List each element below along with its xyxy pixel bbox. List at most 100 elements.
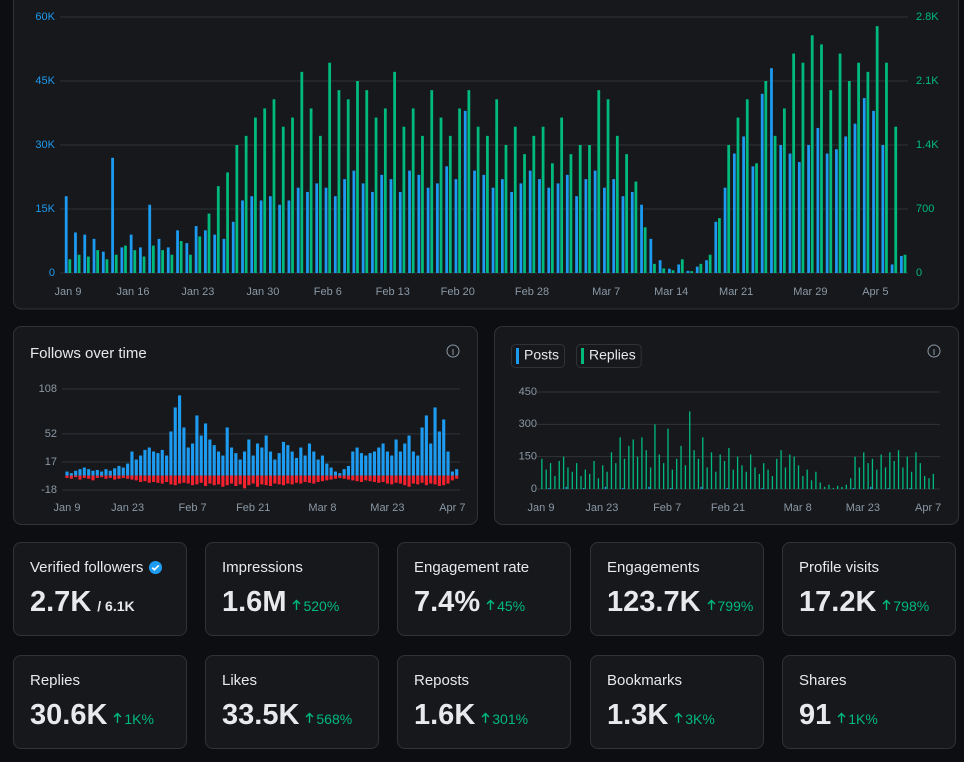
legend-item[interactable]: Replies xyxy=(576,344,642,368)
card-label-text: Profile visits xyxy=(799,559,880,576)
bar xyxy=(377,447,381,476)
bar xyxy=(291,117,294,273)
bar xyxy=(615,135,619,273)
bar xyxy=(374,117,378,273)
card-value-text: 7.4% xyxy=(414,586,481,618)
bar xyxy=(365,90,369,274)
bar xyxy=(416,475,420,485)
legend-item[interactable]: Posts xyxy=(511,344,566,368)
bar xyxy=(667,428,669,489)
bar xyxy=(333,471,338,476)
bar xyxy=(439,117,443,273)
bar xyxy=(482,174,486,273)
bar xyxy=(77,254,81,273)
bar xyxy=(411,451,415,476)
bar xyxy=(643,227,647,273)
bar xyxy=(307,475,312,483)
bar xyxy=(658,260,662,273)
bar xyxy=(640,204,643,273)
x-tick-label: Mar 23 xyxy=(370,502,404,514)
bar xyxy=(606,99,610,274)
bar xyxy=(69,473,73,476)
bar xyxy=(113,475,117,480)
bar xyxy=(705,260,708,273)
bar xyxy=(420,475,424,483)
bar xyxy=(381,475,385,482)
legend-swatch xyxy=(516,348,519,364)
info-icon[interactable] xyxy=(446,344,460,358)
up-arrow xyxy=(882,599,891,610)
bar xyxy=(368,453,372,476)
bar xyxy=(235,145,239,273)
bar xyxy=(160,449,164,476)
y-tick-label: 0 xyxy=(49,267,55,279)
bar xyxy=(281,126,285,273)
bar xyxy=(801,62,805,273)
card-value: 91 1K% xyxy=(799,699,955,732)
card-label: Impressions xyxy=(222,559,378,576)
bar xyxy=(455,469,459,476)
bar xyxy=(212,445,216,476)
bar xyxy=(156,453,160,476)
bar xyxy=(548,487,550,489)
bar xyxy=(307,443,312,476)
bar xyxy=(606,471,608,489)
bar xyxy=(662,463,665,489)
bar xyxy=(612,179,616,273)
card-label: Shares xyxy=(799,672,955,689)
up-arrow xyxy=(486,599,495,610)
up-arrow xyxy=(674,712,683,723)
bar xyxy=(234,453,238,476)
bar xyxy=(117,475,121,479)
bar xyxy=(318,135,322,273)
bar xyxy=(124,245,127,273)
bar xyxy=(437,475,441,486)
bar xyxy=(628,445,630,489)
bar xyxy=(847,81,851,273)
card-value: 7.4% 45% xyxy=(414,586,570,619)
y-tick-label: 15K xyxy=(35,203,55,215)
bar xyxy=(91,470,95,476)
bar xyxy=(852,487,855,489)
bar xyxy=(565,174,569,273)
bar xyxy=(268,475,273,486)
card-value-text: 123.7K xyxy=(607,586,701,618)
bar xyxy=(430,90,434,274)
card-value: 123.7K 799% xyxy=(607,586,763,619)
bar xyxy=(442,419,446,476)
bar xyxy=(669,487,672,489)
bar xyxy=(567,467,569,489)
bar xyxy=(394,475,398,483)
bar xyxy=(928,478,930,489)
card-change: 3K% xyxy=(674,711,715,727)
bar xyxy=(316,475,320,482)
bar xyxy=(702,437,704,489)
bar xyxy=(779,145,783,273)
bar xyxy=(191,443,195,476)
bar xyxy=(74,232,77,273)
bar xyxy=(247,475,251,486)
bar xyxy=(902,467,904,489)
bar xyxy=(771,476,774,489)
bar xyxy=(810,480,813,489)
bar xyxy=(255,443,260,476)
x-tick-label: Feb 13 xyxy=(376,286,410,298)
bar xyxy=(329,467,333,476)
y-tick-label: 0 xyxy=(916,267,922,279)
card-value: 1.6K 301% xyxy=(414,699,570,732)
bar xyxy=(351,475,355,481)
bar xyxy=(108,475,112,478)
y-tick-label: -18 xyxy=(41,484,57,496)
info-icon[interactable] xyxy=(927,344,941,358)
bar xyxy=(433,475,437,485)
bar xyxy=(686,270,690,273)
bar xyxy=(420,427,424,476)
stat-card: Engagements 123.7K 799% xyxy=(590,542,764,636)
bar xyxy=(254,117,257,273)
bar xyxy=(580,476,582,489)
bar xyxy=(776,458,778,489)
bar xyxy=(676,458,678,489)
bar xyxy=(693,450,695,489)
bar xyxy=(189,254,192,273)
bar xyxy=(139,455,143,476)
